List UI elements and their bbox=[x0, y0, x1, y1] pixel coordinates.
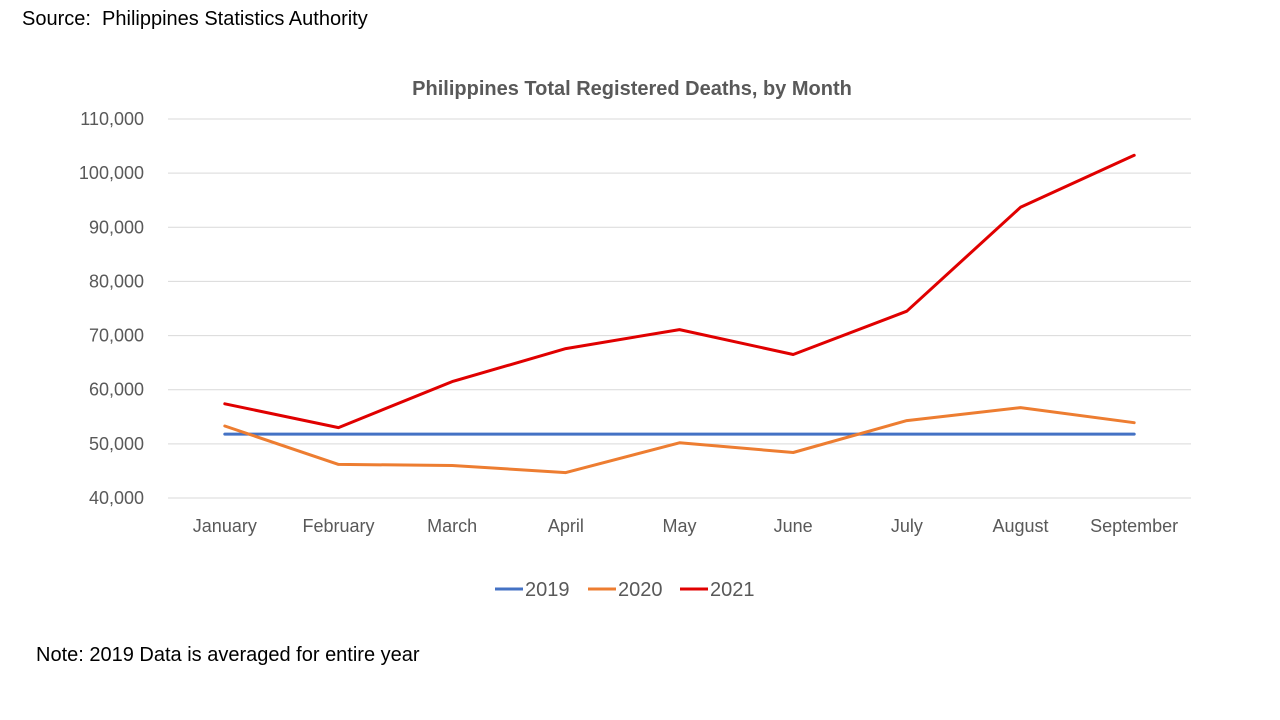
x-tick-label: April bbox=[548, 516, 584, 536]
y-tick-label: 100,000 bbox=[79, 163, 144, 183]
x-tick-label: March bbox=[427, 516, 477, 536]
legend: 2019 2020 2021 bbox=[495, 579, 755, 601]
series-lines bbox=[223, 153, 1136, 475]
note-caption: Note: 2019 Data is averaged for entire y… bbox=[36, 644, 420, 666]
y-axis-ticks: 40,000 50,000 60,000 70,000 80,000 90,000 100,… bbox=[79, 109, 144, 508]
x-axis-ticks: January February March April May June July Augu… bbox=[193, 516, 1178, 536]
source-caption: Source: Philippines Statistics Authority bbox=[22, 8, 368, 30]
y-tick-label: 90,000 bbox=[89, 217, 144, 237]
series-line-2020 bbox=[223, 406, 1136, 475]
legend-label: 2020 bbox=[618, 579, 663, 601]
y-tick-label: 110,000 bbox=[80, 109, 144, 129]
y-tick-label: 60,000 bbox=[89, 380, 144, 400]
y-tick-label: 40,000 bbox=[89, 488, 144, 508]
y-tick-label: 70,000 bbox=[89, 326, 144, 346]
legend-label: 2019 bbox=[525, 579, 570, 601]
x-tick-label: January bbox=[193, 516, 257, 536]
y-tick-label: 80,000 bbox=[89, 271, 144, 291]
series-line-2021 bbox=[223, 153, 1136, 430]
y-tick-label: 50,000 bbox=[89, 434, 144, 454]
x-tick-label: September bbox=[1090, 516, 1178, 536]
x-tick-label: May bbox=[662, 516, 696, 536]
gridlines bbox=[168, 118, 1191, 499]
chart-title: Philippines Total Registered Deaths, by … bbox=[412, 78, 852, 100]
x-tick-label: June bbox=[774, 516, 813, 536]
legend-label: 2021 bbox=[710, 579, 755, 601]
x-tick-label: August bbox=[992, 516, 1048, 536]
x-tick-label: July bbox=[891, 516, 923, 536]
x-tick-label: February bbox=[302, 516, 374, 536]
